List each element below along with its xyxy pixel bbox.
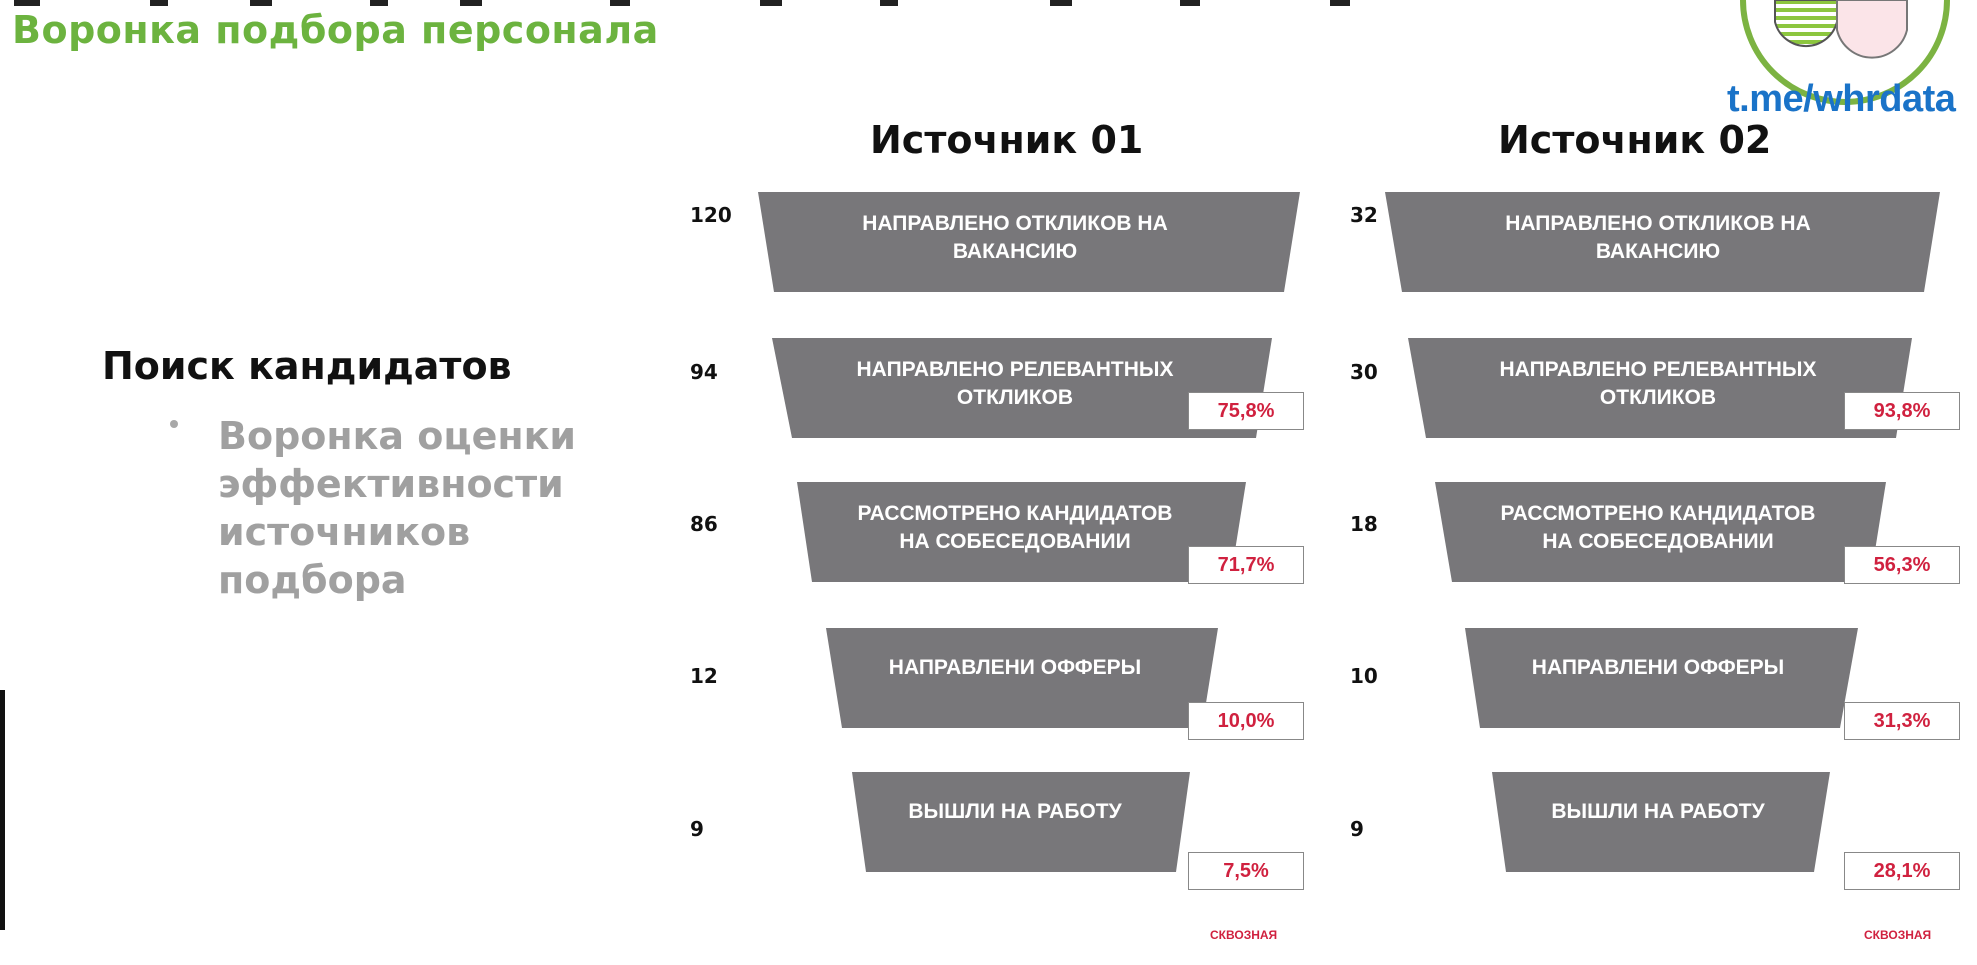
funnel-stage-label: НАПРАВЛЕНО ОТКЛИКОВ НА ВАКАНСИЮ	[1458, 210, 1858, 266]
funnel-stage-label: НАПРАВЛЕНО РЕЛЕВАНТНЫХ ОТКЛИКОВ	[1458, 356, 1858, 412]
stage-label-line: РАССМОТРЕНО КАНДИДАТОВ	[1500, 502, 1816, 525]
brand-link[interactable]: t.me/whrdata	[1727, 78, 1956, 120]
stage-count: 86	[690, 512, 718, 536]
stage-count: 30	[1350, 360, 1378, 384]
funnel-stage-fill	[797, 482, 1246, 582]
page-subtitle: Воронка подбора персонала	[12, 8, 659, 52]
funnel-stage-shape	[852, 772, 1190, 872]
funnel-stage-shape	[1492, 772, 1830, 872]
stage-label-line: ВЫШЛИ НА РАБОТУ	[1551, 800, 1765, 823]
funnel-stage-fill	[852, 772, 1190, 872]
funnel-stage-fill	[758, 192, 1300, 292]
stage-label-line: НАПРАВЛЕНИ ОФФЕРЫ	[888, 656, 1142, 679]
funnel-stage-fill	[826, 628, 1218, 728]
funnel-stage-label: ВЫШЛИ НА РАБОТУ	[1458, 798, 1858, 826]
conversion-percent: 93,8%	[1844, 392, 1960, 430]
stage-count: 120	[690, 203, 732, 227]
stage-label-line: РАССМОТРЕНО КАНДИДАТОВ	[857, 502, 1173, 525]
funnel-stage-shape	[826, 628, 1218, 728]
funnel-stage-shape	[1435, 482, 1886, 582]
source-title-2: Источник 02	[1498, 118, 1772, 162]
bullet-dot	[170, 420, 178, 428]
funnel-stage-label: НАПРАВЛЕНО РЕЛЕВАНТНЫХ ОТКЛИКОВ	[815, 356, 1215, 412]
left-edge-bar	[0, 690, 5, 930]
funnel-stage-label: ВЫШЛИ НА РАБОТУ	[815, 798, 1215, 826]
stage-count: 12	[690, 664, 718, 688]
stage-label-line: ОТКЛИКОВ	[1599, 386, 1717, 409]
cropped-title-strip	[14, 0, 1350, 6]
funnel-stage-shape	[1385, 192, 1940, 292]
conversion-percent: 7,5%	[1188, 852, 1304, 890]
funnel-stage-fill	[1435, 482, 1886, 582]
brand-logo	[1740, 0, 1950, 105]
stage-count: 9	[1350, 817, 1364, 841]
source-title-1: Источник 01	[870, 118, 1144, 162]
stage-count: 94	[690, 360, 718, 384]
funnel-stage-label: НАПРАВЛЕНИ ОФФЕРЫ	[815, 654, 1215, 682]
funnel-stage-label: НАПРАВЛЕНИ ОФФЕРЫ	[1458, 654, 1858, 682]
stage-label-line: ОТКЛИКОВ	[956, 386, 1074, 409]
conversion-percent: 75,8%	[1188, 392, 1304, 430]
bullet-text: Воронка оценки эффективности источников …	[218, 414, 577, 602]
funnel-stage-shape	[772, 338, 1272, 438]
funnel-stage-label: РАССМОТРЕНО КАНДИДАТОВ НА СОБЕСЕДОВАНИИ	[815, 500, 1215, 556]
stage-count: 10	[1350, 664, 1378, 688]
funnel-stage-fill	[1385, 192, 1940, 292]
stage-label-line: НАПРАВЛЕНО ОТКЛИКОВ НА	[1505, 212, 1811, 235]
conversion-percent: 31,3%	[1844, 702, 1960, 740]
stage-label-line: НАПРАВЛЕНО РЕЛЕВАНТНЫХ	[856, 358, 1174, 381]
stage-label-line: НАПРАВЛЕНИ ОФФЕРЫ	[1531, 656, 1785, 679]
conversion-percent: 28,1%	[1844, 852, 1960, 890]
conversion-percent: 56,3%	[1844, 546, 1960, 584]
funnel-stage-label: РАССМОТРЕНО КАНДИДАТОВ НА СОБЕСЕДОВАНИИ	[1458, 500, 1858, 556]
stage-label-line: НА СОБЕСЕДОВАНИИ	[899, 530, 1131, 553]
funnel-stage-shape	[1408, 338, 1912, 438]
funnel-stage-fill	[1408, 338, 1912, 438]
stage-label-line: ВАКАНСИЮ	[952, 240, 1078, 263]
funnel-stage-fill	[772, 338, 1272, 438]
funnel-stage-fill	[1465, 628, 1858, 728]
stage-count: 18	[1350, 512, 1378, 536]
stage-label-line: НАПРАВЛЕНО РЕЛЕВАНТНЫХ	[1499, 358, 1817, 381]
funnel-stage-shape	[797, 482, 1246, 582]
footnote-label: СКВОЗНАЯ	[1210, 928, 1278, 942]
footnote-label: СКВОЗНАЯ	[1864, 928, 1932, 942]
funnel-stage-label: НАПРАВЛЕНО ОТКЛИКОВ НА ВАКАНСИЮ	[815, 210, 1215, 266]
stage-count: 9	[690, 817, 704, 841]
stage-label-line: НАПРАВЛЕНО ОТКЛИКОВ НА	[862, 212, 1168, 235]
conversion-percent: 71,7%	[1188, 546, 1304, 584]
stage-count: 32	[1350, 203, 1378, 227]
funnel-stage-shape	[758, 192, 1300, 292]
section-heading: Поиск кандидатов	[102, 344, 512, 388]
stage-label-line: НА СОБЕСЕДОВАНИИ	[1542, 530, 1774, 553]
stage-label-line: ВЫШЛИ НА РАБОТУ	[908, 800, 1122, 823]
funnel-stage-fill	[1492, 772, 1830, 872]
conversion-percent: 10,0%	[1188, 702, 1304, 740]
stage-label-line: ВАКАНСИЮ	[1595, 240, 1721, 263]
funnel-stage-shape	[1465, 628, 1858, 728]
